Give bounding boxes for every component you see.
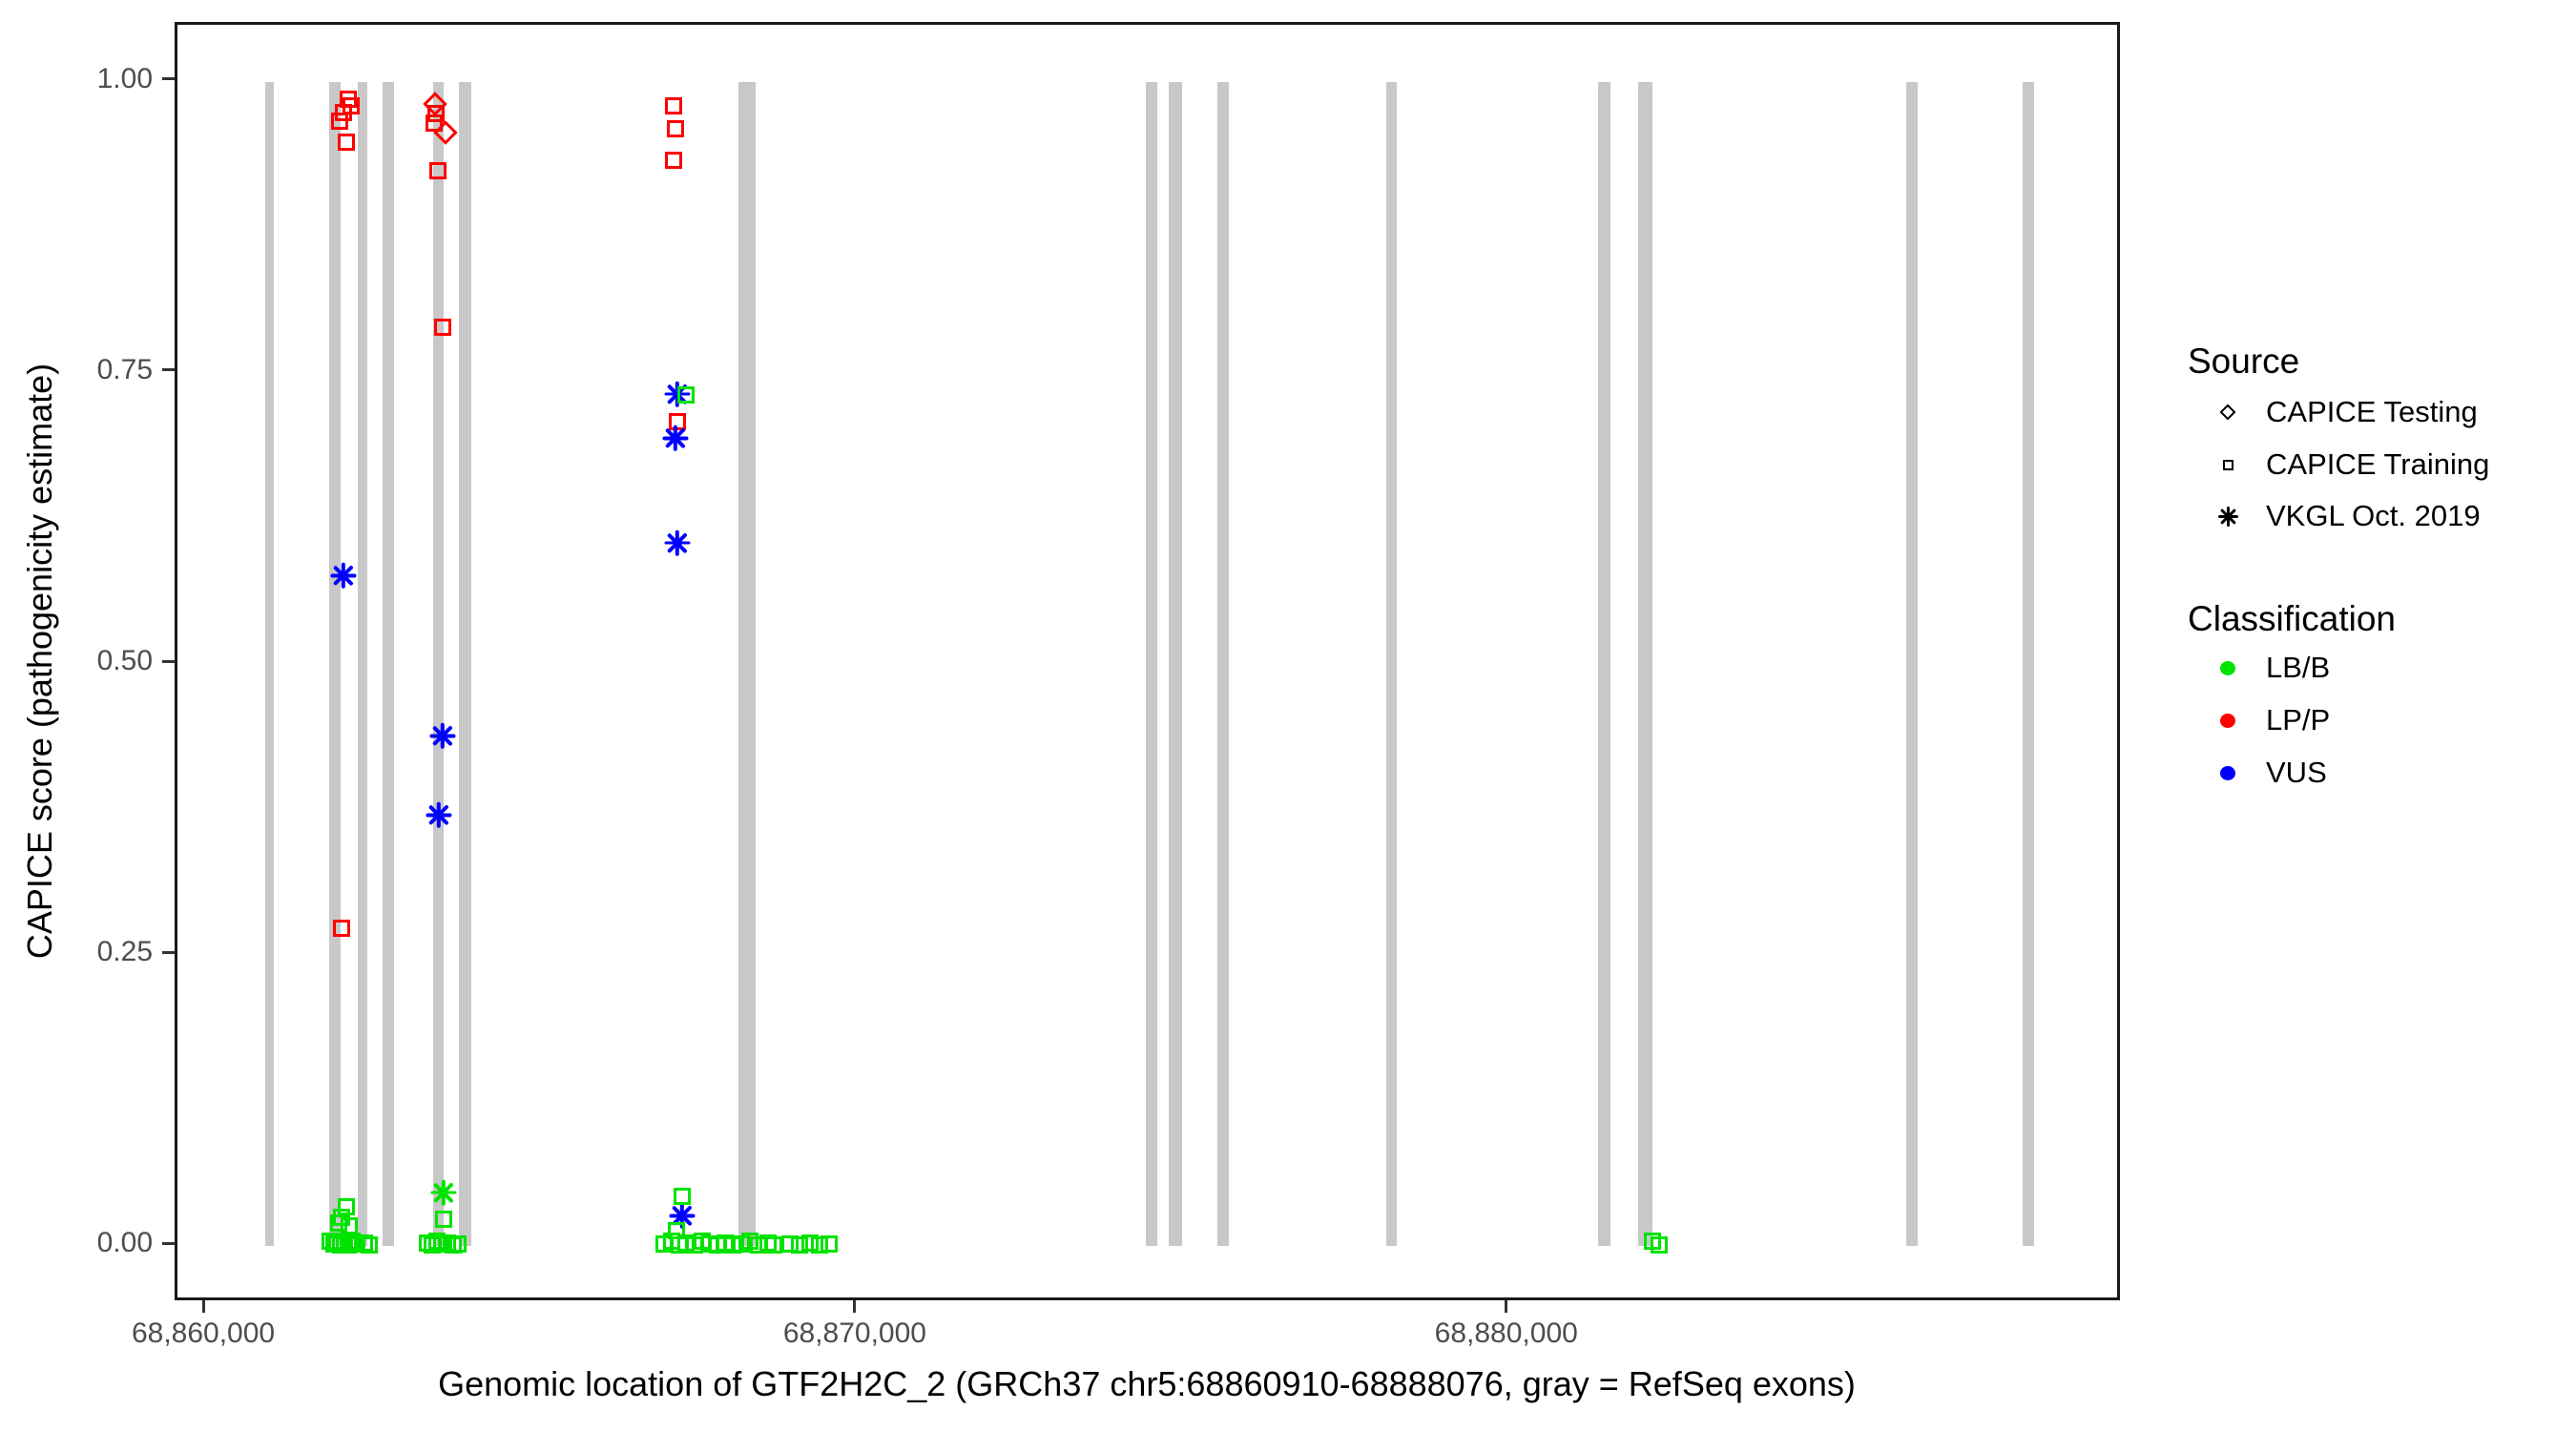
x-tick-mark — [201, 1300, 205, 1313]
exon-bar — [737, 81, 756, 1247]
legend-item-vkgl: VKGL Oct. 2019 — [2185, 495, 2481, 537]
data-point — [764, 1235, 782, 1254]
data-point — [662, 425, 689, 451]
data-point — [676, 386, 695, 404]
data-point — [360, 1235, 378, 1254]
data-point — [333, 920, 351, 938]
exon-bar — [264, 81, 274, 1247]
exon-bar — [328, 81, 341, 1247]
data-point — [448, 1234, 467, 1253]
data-point — [427, 104, 446, 122]
x-tick-mark — [853, 1300, 857, 1313]
exon-bar — [1168, 81, 1182, 1247]
legend-item-label: LB/B — [2266, 651, 2331, 684]
data-point — [426, 114, 444, 132]
legend-item-capice-training: CAPICE Training — [2185, 444, 2489, 486]
data-point — [740, 1233, 758, 1251]
data-point — [337, 134, 355, 152]
legend: Source CAPICE Testing CAPICE Training VK… — [2185, 0, 2576, 1431]
legend-item-label: CAPICE Testing — [2266, 395, 2478, 428]
exon-bar — [2022, 81, 2034, 1247]
legend-item-lpp: LP/P — [2185, 699, 2330, 741]
green-dot-icon — [2220, 660, 2235, 675]
y-tick-label: 1.00 — [96, 62, 153, 94]
data-point — [1651, 1235, 1669, 1254]
y-tick-mark — [162, 77, 175, 81]
exon-bar — [1598, 81, 1611, 1247]
diamond-icon — [2219, 404, 2236, 421]
data-point — [430, 1179, 457, 1206]
x-axis-title: Genomic location of GTF2H2C_2 (GRCh37 ch… — [438, 1364, 1856, 1403]
legend-item-label: VUS — [2266, 756, 2327, 789]
red-dot-icon — [2220, 713, 2235, 728]
y-tick-mark — [162, 659, 175, 663]
legend-item-capice-testing: CAPICE Testing — [2185, 391, 2478, 433]
asterisk-icon — [2217, 506, 2238, 527]
legend-item-label: VKGL Oct. 2019 — [2266, 499, 2481, 532]
data-point — [429, 723, 456, 750]
data-point — [669, 1202, 696, 1229]
square-icon — [2222, 459, 2233, 470]
y-tick-label: 0.50 — [96, 645, 153, 676]
data-point — [811, 1235, 829, 1254]
data-point — [665, 151, 683, 169]
data-point — [820, 1234, 838, 1253]
exon-bar — [433, 81, 445, 1247]
data-point — [343, 1233, 361, 1251]
data-point — [667, 119, 685, 137]
data-point — [331, 113, 349, 131]
y-tick-mark — [162, 368, 175, 372]
data-point — [674, 1187, 692, 1205]
x-tick-label: 68,880,000 — [1434, 1317, 1578, 1349]
y-tick-mark — [162, 1241, 175, 1245]
data-point — [330, 562, 357, 589]
data-point — [780, 1234, 799, 1253]
data-point — [355, 1234, 373, 1252]
x-tick-label: 68,870,000 — [782, 1317, 926, 1349]
exon-bar — [1145, 81, 1157, 1247]
data-point — [664, 97, 682, 115]
data-point — [664, 381, 691, 407]
exon-bar — [1216, 81, 1229, 1247]
legend-item-label: LP/P — [2266, 703, 2331, 736]
data-point — [330, 1213, 348, 1232]
data-point — [337, 1197, 355, 1215]
exon-bar — [382, 81, 394, 1247]
x-tick-mark — [1505, 1300, 1508, 1313]
exon-bar — [1905, 81, 1918, 1247]
data-point — [791, 1235, 809, 1254]
data-point — [335, 103, 353, 121]
data-point — [426, 802, 452, 829]
data-point — [339, 1235, 357, 1254]
x-tick-label: 68,860,000 — [131, 1317, 276, 1349]
blue-dot-icon — [2220, 765, 2235, 780]
y-tick-label: 0.75 — [96, 353, 153, 385]
legend-classification-title: Classification — [2188, 599, 2396, 638]
y-tick-label: 0.25 — [96, 936, 153, 968]
data-point — [434, 1211, 452, 1229]
plot-panel — [175, 22, 2120, 1300]
data-point — [429, 161, 447, 179]
legend-item-lbb: LB/B — [2185, 647, 2330, 689]
exon-bar — [357, 81, 368, 1247]
data-point — [433, 319, 451, 337]
exon-bar — [1386, 81, 1398, 1247]
legend-source-title: Source — [2188, 342, 2300, 381]
y-tick-mark — [162, 950, 175, 954]
exon-bar — [1638, 81, 1653, 1247]
exon-bar — [459, 81, 472, 1247]
y-tick-label: 0.00 — [96, 1227, 153, 1259]
data-point — [801, 1234, 820, 1252]
data-point — [669, 413, 687, 431]
data-point — [664, 529, 691, 556]
data-point — [428, 1233, 447, 1251]
legend-item-label: CAPICE Training — [2266, 447, 2490, 481]
legend-item-vus: VUS — [2185, 752, 2327, 794]
